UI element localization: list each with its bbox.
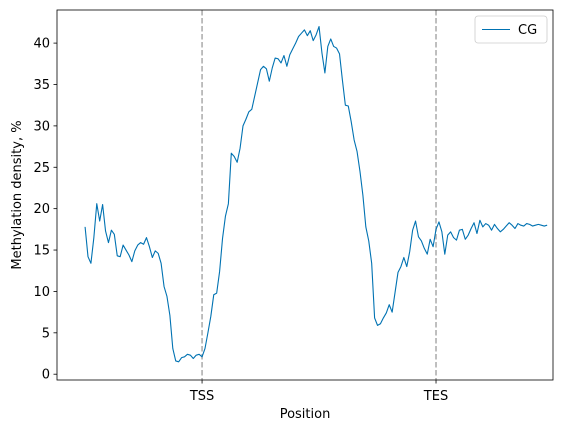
y-tick-label: 25 [33, 161, 50, 176]
y-tick-label: 40 [33, 37, 50, 52]
y-tick-label: 0 [42, 368, 50, 383]
y-tick-label: 30 [33, 119, 50, 134]
legend-box [474, 15, 548, 44]
plot-area: 0 5 10 15 20 25 30 35 40 TSS TES [33, 9, 554, 404]
legend-label: CG [518, 23, 537, 38]
plot-background [57, 10, 553, 380]
x-tick-label: TES [423, 389, 448, 404]
y-tick-label: 5 [42, 326, 50, 341]
series-group [84, 25, 548, 363]
x-axis-ticks: TSS TES [189, 380, 448, 404]
x-axis-label: Position [280, 407, 331, 422]
y-axis-ticks: 0 5 10 15 20 25 30 35 40 [33, 37, 57, 383]
series-line-CG [84, 25, 548, 363]
legend: CG [474, 15, 548, 44]
y-tick-label: 35 [33, 78, 50, 93]
x-tick-label: TSS [189, 389, 214, 404]
reference-lines [201, 10, 437, 380]
plot-frame [56, 9, 554, 381]
y-tick-label: 10 [33, 285, 50, 300]
y-axis-label: Methylation density, % [10, 120, 25, 269]
y-tick-label: 15 [33, 244, 50, 259]
y-tick-label: 20 [33, 202, 50, 217]
